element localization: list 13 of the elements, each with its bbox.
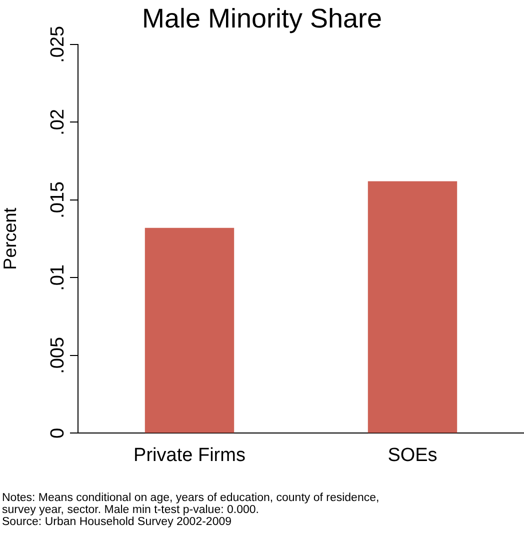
text: Notes: Means conditional on age, years of education, county of residence, bbox=[2, 492, 380, 504]
x-tick-label: SOEs bbox=[388, 444, 438, 466]
y-tick-label: .005 bbox=[48, 336, 69, 374]
x-tick-label: Private Firms bbox=[134, 444, 246, 466]
y-tick-label: .025 bbox=[48, 26, 69, 63]
chart-title: Male Minority Share bbox=[142, 4, 382, 34]
y-axis-title: Percent bbox=[0, 208, 20, 270]
text: survey year, sector. Male min t-test p-value: 0.000. bbox=[2, 504, 260, 516]
y-tick-label: .015 bbox=[48, 181, 69, 218]
y-tick-label: 0 bbox=[48, 428, 69, 438]
source-note: Source: Urban Household Survey 2002-2009 bbox=[2, 516, 233, 528]
y-tick-label: .01 bbox=[48, 264, 69, 291]
y-tick-label: .02 bbox=[48, 108, 69, 136]
